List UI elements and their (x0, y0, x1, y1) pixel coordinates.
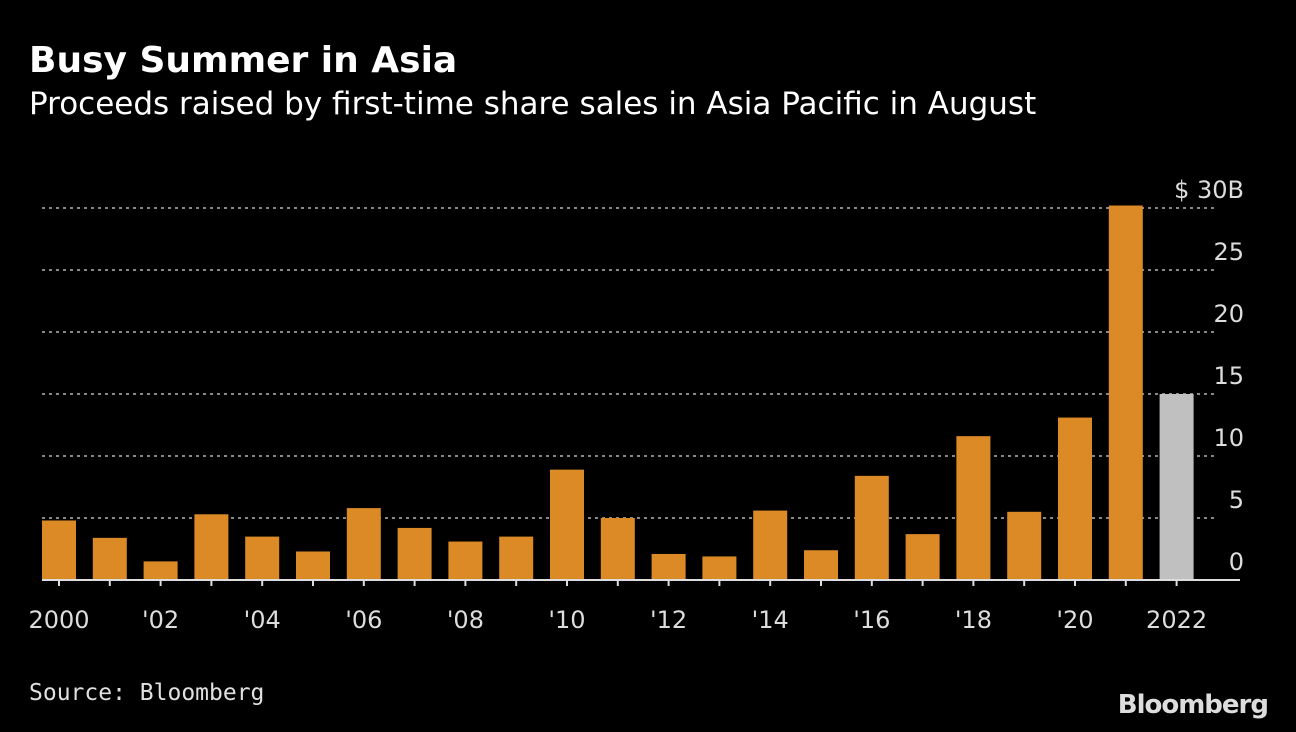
bar-2020 (1058, 417, 1092, 580)
bar-2019 (1007, 511, 1042, 580)
bar-2012 (651, 553, 686, 580)
bloomberg-logo: Bloomberg (1117, 690, 1269, 720)
x-tick-label: 2022 (1146, 606, 1207, 634)
bar-2015 (804, 550, 838, 580)
x-tick-label: '12 (650, 606, 687, 634)
bar-2002 (143, 561, 178, 580)
x-tick-label: '08 (447, 606, 484, 634)
bar-2004 (245, 536, 280, 580)
bar-2021 (1108, 205, 1143, 580)
bar-2000 (42, 520, 76, 580)
bar-2003 (194, 514, 229, 580)
x-tick-label: '04 (244, 606, 281, 634)
bar-2016 (854, 475, 889, 580)
bar-2022 (1159, 394, 1194, 580)
bar-2014 (753, 510, 788, 580)
y-tick-label: $ 30B (1174, 176, 1244, 204)
source-note: Source: Bloomberg (29, 680, 265, 706)
y-tick-label: 0 (1229, 548, 1244, 576)
y-tick-label: 25 (1213, 238, 1244, 266)
bar-2008 (448, 541, 483, 580)
bar-2018 (956, 436, 991, 580)
x-tick-label: '10 (548, 606, 585, 634)
bar-2001 (92, 537, 127, 580)
x-tick-label: '02 (142, 606, 179, 634)
y-tick-label: 20 (1213, 300, 1244, 328)
bar-2006 (346, 508, 381, 580)
bar-2013 (702, 556, 737, 580)
y-tick-label: 5 (1229, 486, 1244, 514)
bar-2017 (905, 534, 940, 580)
bar-2009 (499, 536, 534, 580)
x-tick-label: '18 (955, 606, 992, 634)
x-tick-label: '06 (345, 606, 382, 634)
y-tick-label: 10 (1213, 424, 1244, 452)
chart-title: Busy Summer in Asia (29, 40, 458, 81)
bar-2011 (600, 518, 635, 580)
x-tick-label: '14 (752, 606, 789, 634)
x-tick-label: '16 (853, 606, 890, 634)
y-tick-label: 15 (1213, 362, 1244, 390)
bar-2005 (296, 551, 330, 580)
x-tick-label: '20 (1056, 606, 1093, 634)
bar-2007 (397, 527, 432, 580)
bar-2010 (550, 469, 584, 580)
x-tick-label: 2000 (28, 606, 89, 634)
chart-subtitle: Proceeds raised by first-time share sale… (29, 86, 1037, 122)
